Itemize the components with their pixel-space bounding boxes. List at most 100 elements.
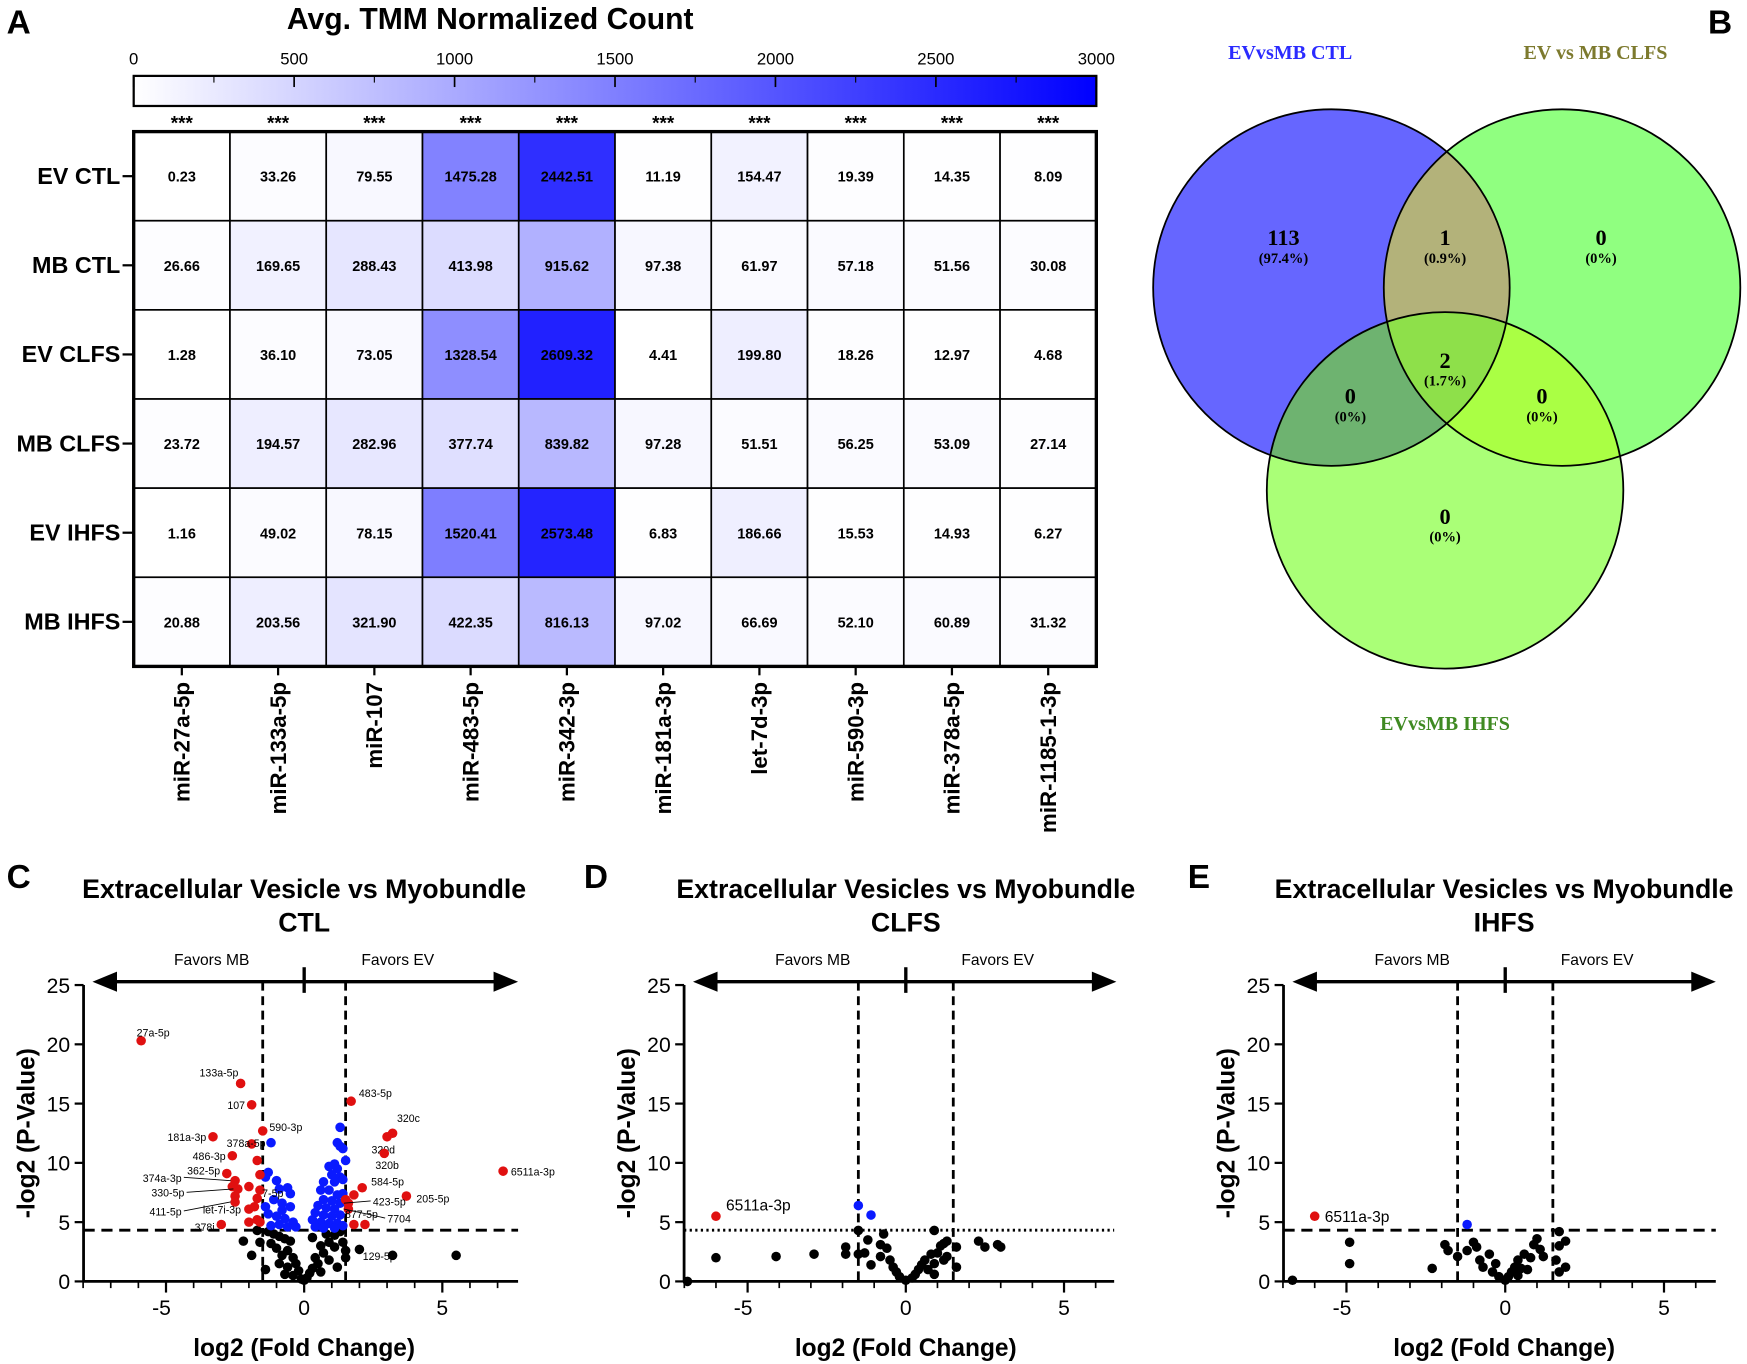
significance-stars: *** (941, 113, 964, 134)
ns-point (1560, 1262, 1571, 1272)
ns-point (1525, 1252, 1536, 1263)
favors-ev-label: Favors EV (961, 952, 1034, 969)
significance-stars: *** (363, 113, 386, 134)
fold-change-only-point (291, 1222, 301, 1232)
heatmap-cell (806, 130, 905, 222)
point-label: 486-3p (193, 1151, 226, 1163)
arrow-left-icon (1292, 971, 1317, 992)
significant-point (208, 1131, 218, 1142)
heatmap-cell (806, 487, 905, 579)
point-label: 423-5p (373, 1196, 406, 1208)
arrow-right-icon (1091, 971, 1117, 992)
colorbar-tick-label: 1000 (436, 50, 473, 69)
venn-region-count: 0 (1345, 383, 1356, 408)
ns-point (866, 1260, 876, 1270)
ns-point (285, 1236, 296, 1246)
venn-overlap-ctl-ihfs (1266, 312, 1510, 466)
ns-point (315, 1267, 326, 1277)
fold-change-only-point (338, 1220, 348, 1231)
heatmap-cell-value: 57.18 (838, 259, 874, 275)
x-axis-label: log2 (Fold Change) (795, 1335, 1017, 1362)
plot-title: Extracellular Vesicles vs Myobundle (1275, 874, 1734, 904)
fold-change-only-point (324, 1185, 334, 1195)
heatmap-border (132, 129, 1099, 669)
point-label: 6511a-3p (1325, 1209, 1390, 1226)
ns-point (951, 1262, 962, 1272)
point-label: 584-5p (371, 1177, 404, 1189)
heatmap-cell-value: 1328.54 (444, 348, 496, 364)
point-label: 877-5p (345, 1209, 378, 1221)
significant-point (252, 1155, 262, 1166)
heatmap-cell-value: 14.35 (934, 170, 970, 186)
heatmap-cell (325, 219, 424, 311)
fold-change-only-point (271, 1175, 282, 1186)
heatmap-cell-value: 1475.28 (444, 170, 496, 186)
heatmap-cell (614, 487, 713, 579)
heatmap-cell-value: 11.19 (645, 170, 680, 186)
heatmap-cell-value: 14.93 (934, 526, 970, 542)
ns-point (882, 1243, 892, 1254)
label-leader-line (343, 1208, 386, 1219)
ns-point (711, 1252, 721, 1263)
significant-point (233, 1184, 243, 1194)
venn-circle-outline (1152, 108, 1511, 467)
ns-point (951, 1242, 962, 1252)
heatmap-cell (229, 576, 328, 668)
ns-point (1344, 1237, 1355, 1248)
column-label: miR-107 (362, 682, 387, 769)
heatmap-cell (902, 576, 1001, 668)
ns-point (1287, 1275, 1298, 1286)
label-leader-line (183, 1201, 231, 1212)
ns-point (324, 1255, 334, 1265)
ns-point (332, 1262, 343, 1272)
heatmap-cell-value: 20.88 (164, 615, 200, 631)
ns-point (1344, 1258, 1355, 1269)
heatmap-cell-value: 53.09 (934, 437, 970, 453)
y-tick-label: 5 (58, 1212, 70, 1235)
panel-letter-c: C (7, 859, 31, 896)
ns-point (929, 1269, 940, 1280)
ns-point (1471, 1242, 1482, 1252)
heatmap-cell-value: 2442.51 (541, 170, 593, 186)
ns-point (451, 1250, 461, 1261)
y-tick-label: 10 (47, 1153, 71, 1176)
point-label: 6511a-3p (511, 1167, 555, 1179)
heatmap-cell (710, 130, 809, 222)
ns-point (809, 1249, 819, 1259)
point-label: 7704 (387, 1213, 411, 1225)
ns-point (246, 1250, 257, 1261)
point-label: 378i (195, 1222, 215, 1234)
ns-point (1478, 1262, 1488, 1272)
point-label: 181a-3p (167, 1132, 206, 1144)
significant-point (401, 1191, 412, 1201)
y-tick-label: 15 (1247, 1093, 1271, 1116)
row-label: MB CLFS (16, 430, 120, 456)
fold-change-only-point (315, 1185, 326, 1195)
ns-point (995, 1242, 1006, 1252)
panel-letter-b: B (1708, 5, 1732, 42)
x-tick-label: 5 (1658, 1297, 1670, 1320)
heatmap-cell (710, 219, 809, 311)
significant-point (227, 1150, 238, 1161)
row-label: MB CTL (32, 252, 120, 278)
heatmap-cell (132, 219, 231, 311)
colorbar-tick-label: 1500 (596, 50, 633, 69)
significant-point (230, 1175, 240, 1186)
column-label: miR-378a-5p (940, 682, 965, 814)
venn-region-percent: (97.4%) (1259, 251, 1309, 267)
ns-point (307, 1232, 318, 1243)
venn-panel: EVvsMB CTL EV vs MB CLFS EVvsMB IHFS 113(97… (1152, 42, 1742, 735)
heatmap-cell (999, 398, 1098, 489)
fold-change-only-point (260, 1201, 271, 1212)
y-tick-label: 5 (1258, 1212, 1270, 1235)
heatmap-cell (614, 576, 713, 668)
plot-subtitle: CLFS (871, 908, 941, 938)
fold-change-only-point (338, 1143, 348, 1154)
heatmap-cell-value: 60.89 (934, 615, 970, 631)
significant-point (349, 1219, 359, 1230)
colorbar-tick-label: 2500 (917, 50, 954, 69)
heatmap-cell-value: 1.28 (168, 348, 196, 364)
favors-ev-label: Favors EV (1561, 952, 1634, 969)
ns-point (840, 1242, 851, 1252)
point-label: 205-5p (416, 1194, 449, 1206)
